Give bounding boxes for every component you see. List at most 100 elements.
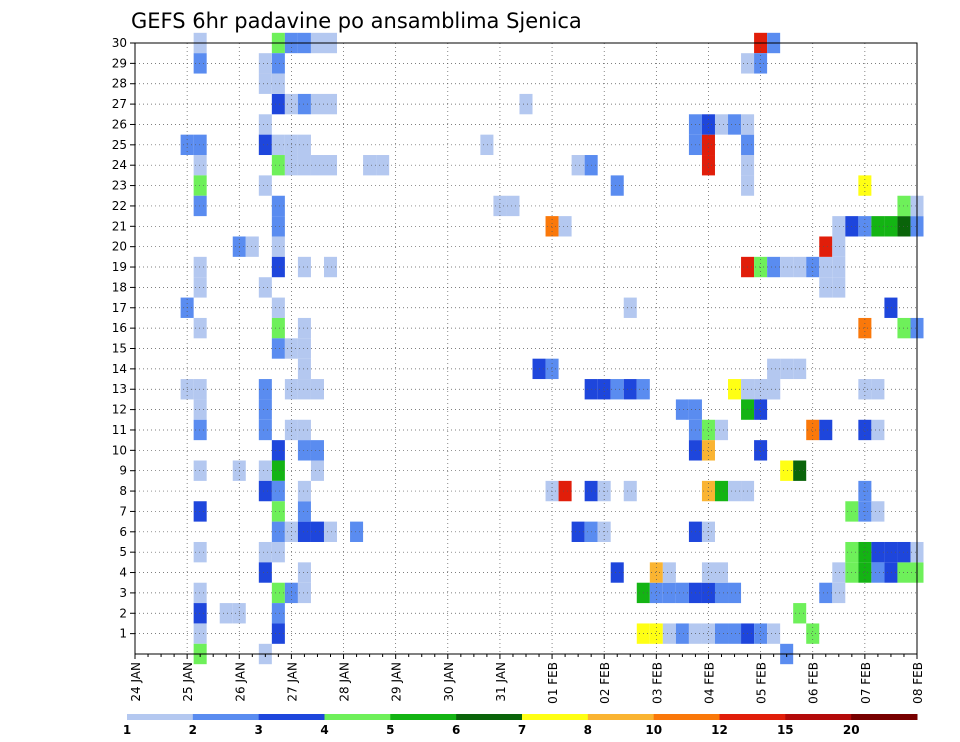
precip-cell bbox=[271, 256, 285, 278]
precip-cell bbox=[858, 379, 872, 400]
precip-cell bbox=[258, 460, 272, 481]
legend-swatch bbox=[390, 714, 457, 720]
x-tick-label: 27 JAN bbox=[285, 662, 299, 702]
precip-cell bbox=[310, 460, 324, 481]
precip-cell bbox=[754, 623, 768, 644]
precip-cell bbox=[754, 379, 768, 400]
precip-cell bbox=[193, 541, 207, 563]
precip-cell bbox=[271, 317, 285, 339]
precip-cell bbox=[297, 440, 311, 461]
precip-cell bbox=[780, 358, 794, 380]
x-tick-label: 29 JAN bbox=[390, 662, 404, 702]
precip-cell bbox=[297, 379, 311, 400]
y-tick-label: 6 bbox=[119, 525, 127, 539]
precip-cell bbox=[649, 582, 663, 604]
precip-cell bbox=[271, 93, 285, 115]
precip-cell bbox=[271, 440, 285, 461]
precip-cell bbox=[271, 338, 285, 359]
precip-cell bbox=[193, 419, 207, 441]
precip-cell bbox=[819, 277, 833, 298]
precip-cell bbox=[258, 73, 272, 94]
precip-cell bbox=[767, 379, 781, 400]
precip-cell bbox=[193, 175, 207, 196]
precip-cell bbox=[193, 399, 207, 420]
precip-cell bbox=[597, 379, 611, 400]
x-tick-label: 31 JAN bbox=[494, 662, 508, 702]
precip-cell bbox=[806, 623, 820, 644]
legend-label: 6 bbox=[452, 723, 460, 737]
precip-cell bbox=[323, 521, 338, 542]
precip-cell bbox=[819, 236, 833, 257]
precip-cell bbox=[193, 317, 207, 339]
precip-cell bbox=[297, 338, 311, 359]
precip-cell bbox=[819, 256, 833, 278]
precip-cell bbox=[258, 480, 272, 502]
precip-cell bbox=[728, 114, 742, 135]
legend-swatch bbox=[719, 714, 786, 720]
legend-swatch bbox=[192, 714, 260, 720]
precip-cell bbox=[323, 93, 338, 115]
precip-cell bbox=[271, 521, 285, 542]
x-tick-label: 06 FEB bbox=[807, 662, 821, 704]
precip-cell bbox=[258, 175, 272, 196]
y-tick-label: 20 bbox=[112, 240, 127, 254]
y-tick-label: 12 bbox=[112, 403, 127, 417]
x-axis: 24 JAN 25 JAN 26 JAN 27 JAN 28 JAN 29 JAN 30 J… bbox=[129, 654, 925, 704]
precip-cell bbox=[871, 562, 885, 583]
precip-cell bbox=[297, 134, 311, 156]
legend-label: 2 bbox=[189, 723, 197, 737]
precip-cell bbox=[271, 480, 285, 502]
precip-cell bbox=[350, 521, 364, 542]
x-tick-label: 25 JAN bbox=[181, 662, 195, 702]
y-tick-label: 25 bbox=[112, 138, 127, 152]
y-tick-label: 30 bbox=[112, 36, 127, 50]
precip-cell bbox=[323, 155, 338, 176]
precip-cell bbox=[271, 603, 285, 624]
precip-cell bbox=[714, 623, 729, 644]
precip-cell bbox=[297, 562, 311, 583]
y-tick-label: 13 bbox=[112, 382, 127, 396]
precip-cell bbox=[193, 603, 207, 624]
precip-cell bbox=[728, 582, 742, 604]
precip-cell bbox=[558, 216, 572, 237]
precip-cell bbox=[728, 623, 742, 644]
legend-swatch bbox=[324, 714, 391, 720]
y-tick-label: 1 bbox=[119, 627, 127, 641]
precip-cell bbox=[297, 521, 311, 542]
precip-cell bbox=[662, 623, 676, 644]
y-axis: 1234567891011121314151617181920212223242… bbox=[112, 36, 135, 641]
precip-cell bbox=[832, 256, 846, 278]
precip-cell bbox=[258, 541, 272, 563]
precip-cell bbox=[193, 379, 207, 400]
x-tick-label: 01 FEB bbox=[546, 662, 560, 704]
precip-cell bbox=[871, 541, 885, 563]
precip-cell bbox=[323, 256, 338, 278]
legend-swatch bbox=[127, 714, 194, 720]
precip-cell bbox=[623, 297, 637, 318]
precip-cell bbox=[271, 195, 285, 217]
y-tick-label: 23 bbox=[112, 179, 127, 193]
precip-cell bbox=[767, 358, 781, 380]
y-tick-label: 7 bbox=[119, 504, 127, 518]
y-tick-label: 15 bbox=[112, 342, 127, 356]
precip-cell bbox=[271, 155, 285, 176]
precip-cell bbox=[297, 501, 311, 522]
precip-cell bbox=[714, 562, 729, 583]
precip-cell bbox=[571, 155, 585, 176]
precip-cell bbox=[363, 155, 377, 176]
x-tick-label: 03 FEB bbox=[650, 662, 664, 704]
precip-cell bbox=[271, 623, 285, 644]
precip-cell bbox=[623, 480, 637, 502]
precip-cell bbox=[714, 114, 729, 135]
precip-cell bbox=[623, 379, 637, 400]
precip-cell bbox=[871, 379, 885, 400]
precip-cell bbox=[376, 155, 390, 176]
y-tick-label: 8 bbox=[119, 484, 127, 498]
y-tick-label: 18 bbox=[112, 280, 127, 294]
y-tick-label: 22 bbox=[112, 199, 127, 213]
chart-title: GEFS 6hr padavine po ansamblima Sjenica bbox=[131, 9, 582, 33]
legend-swatch bbox=[851, 714, 918, 720]
y-tick-label: 5 bbox=[119, 545, 127, 559]
precip-cell bbox=[701, 623, 715, 644]
precip-cell bbox=[701, 440, 715, 461]
